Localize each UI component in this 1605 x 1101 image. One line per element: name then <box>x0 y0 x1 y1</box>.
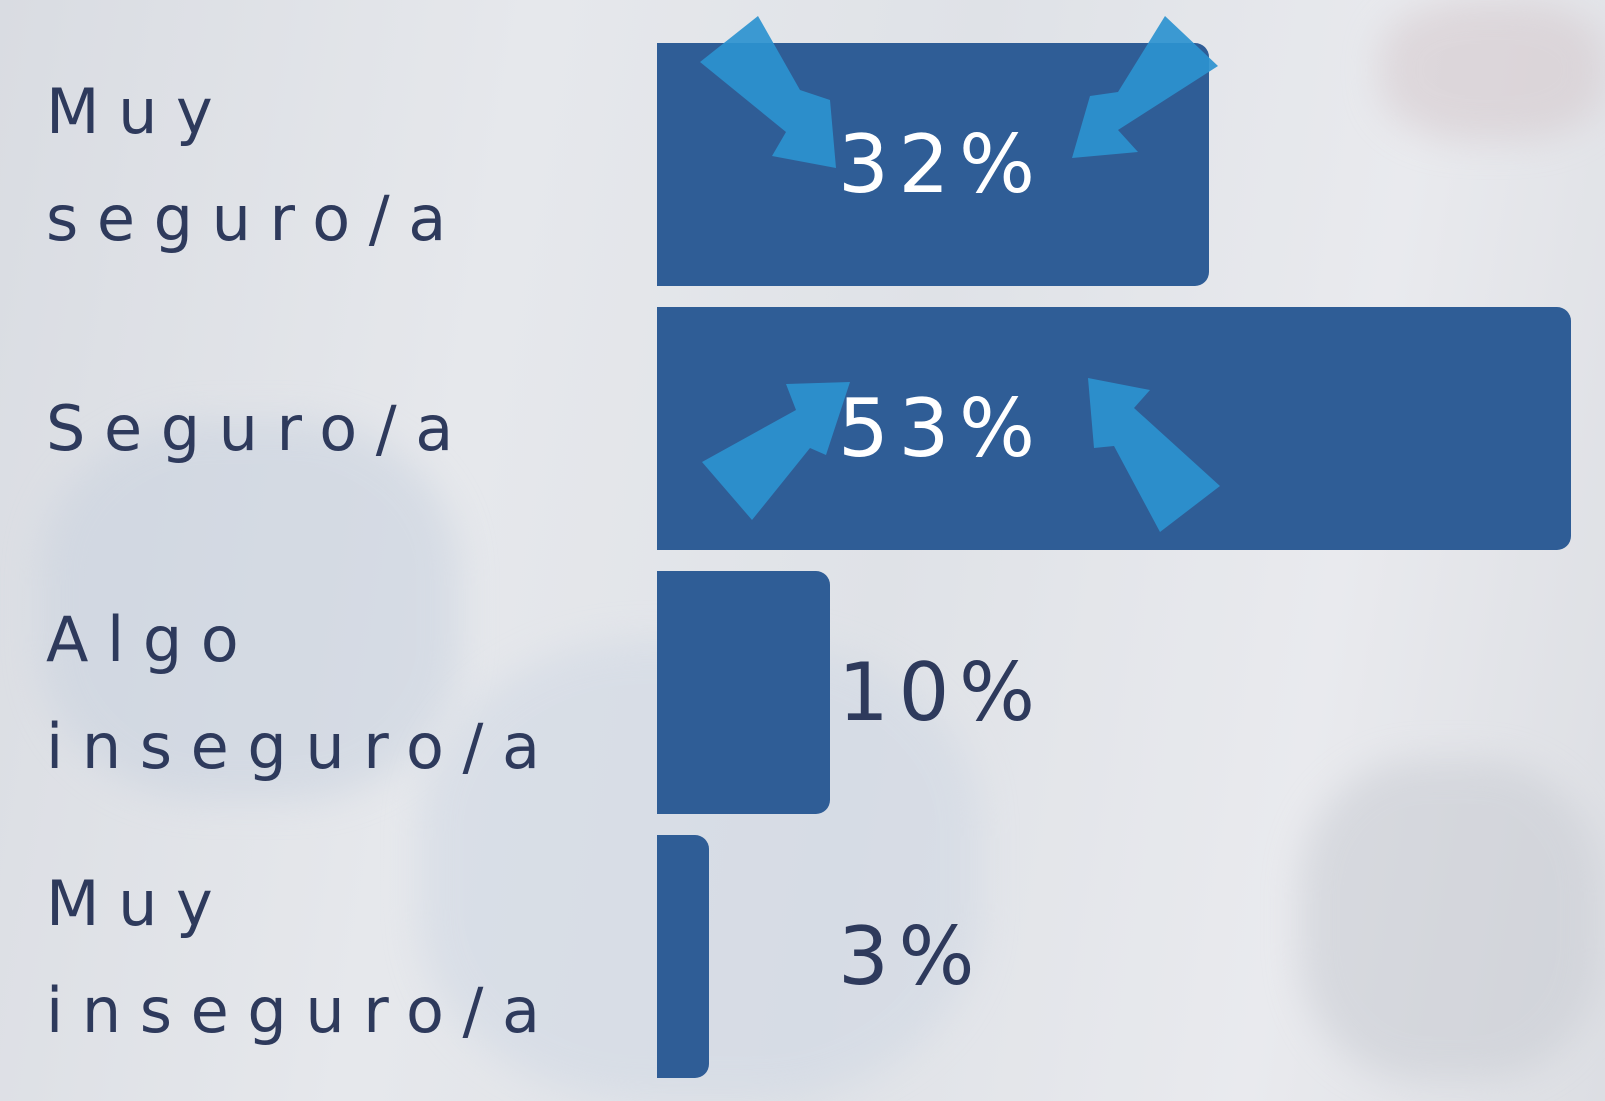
background-shape <box>40 420 460 800</box>
background-shape <box>1300 760 1600 1080</box>
value-label: 53% <box>838 382 1045 475</box>
value-label: 10% <box>838 646 1045 739</box>
arrow <box>1072 16 1218 158</box>
arrow <box>1088 378 1220 532</box>
category-label: Muy seguro/a <box>46 74 465 255</box>
category-label: Muy inseguro/a <box>46 866 559 1047</box>
value-label: 32% <box>838 118 1045 211</box>
bar <box>657 571 830 814</box>
category-label: Seguro/a <box>46 392 472 465</box>
arrow <box>700 16 836 168</box>
bar <box>657 835 709 1078</box>
background-shape <box>1380 0 1605 140</box>
arrow <box>702 382 850 520</box>
category-label: Algo inseguro/a <box>46 602 559 783</box>
value-label: 3% <box>838 910 985 1003</box>
